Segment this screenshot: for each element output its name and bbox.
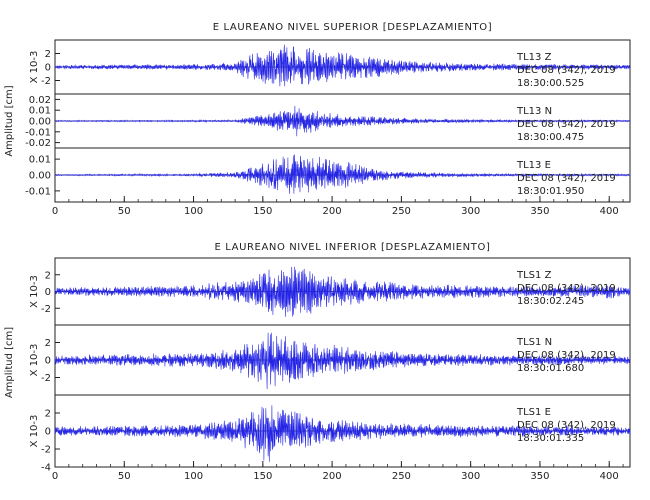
trace-panel: 2 0 -2X 10-3 TLS1 N DEC 08 (342), 2019 18:30:… xyxy=(29,324,631,396)
trace-panel: 0.01 0.00 -0.01 TL13 E DEC 08 (342), 2019 18:… xyxy=(25,147,631,203)
station-component-label: TL13 N xyxy=(516,106,552,117)
waveform-trace xyxy=(54,405,631,462)
waveform-trace xyxy=(54,105,631,137)
date-label: DEC 08 (342), 2019 xyxy=(517,119,616,130)
y-tick-label: -2 xyxy=(41,304,51,315)
trace-panel: 2 0 -2 -4 X 10-3 TLS1 E DEC 08 (342), 2019 18:3… xyxy=(29,394,631,474)
y-tick-label: 0.00 xyxy=(29,117,51,128)
date-label: DEC 08 (342), 2019 xyxy=(517,420,616,431)
waveform-trace xyxy=(54,154,631,194)
station-component-label: TL13 Z xyxy=(516,52,552,63)
y-tick-label: 0 xyxy=(45,356,51,367)
date-label: DEC 08 (342), 2019 xyxy=(517,65,616,76)
x-tick-label: 50 xyxy=(118,471,131,482)
time-label: 18:30:01.335 xyxy=(517,433,584,444)
y-tick-label: 0 xyxy=(45,427,51,438)
y-multiplier-label: X 10-3 xyxy=(29,415,40,448)
lower-level-plot: E LAUREANO NIVEL INFERIOR [DESPLAZAMIENT… xyxy=(4,242,631,482)
y-tick-label: -4 xyxy=(41,463,51,474)
x-tick-label: 100 xyxy=(184,206,203,217)
y-tick-label: 0.01 xyxy=(29,106,51,117)
upper-level-plot: E LAUREANO NIVEL SUPERIOR [DESPLAZAMIENT… xyxy=(4,22,631,217)
x-tick-label: 0 xyxy=(52,206,58,217)
x-tick-label: 400 xyxy=(600,471,619,482)
waveform-trace xyxy=(54,266,631,317)
x-tick-label: 150 xyxy=(253,206,272,217)
y-tick-label: 0 xyxy=(45,63,51,74)
y-tick-label: 0.01 xyxy=(29,155,51,166)
trace-panel: 2 0 -2X 10-3 TLS1 Z DEC 08 (342), 2019 18:30:… xyxy=(29,257,631,326)
station-component-label: TLS1 Z xyxy=(516,270,552,281)
trace-panel: 0.020.010.00-0.01-0.02 TL13 N DEC 08 (342)… xyxy=(25,93,631,149)
date-label: DEC 08 (342), 2019 xyxy=(517,173,616,184)
y-tick-label: -0.01 xyxy=(25,127,51,138)
y-tick-label: -2 xyxy=(41,445,51,456)
x-tick-label: 150 xyxy=(253,471,272,482)
time-label: 18:30:00.475 xyxy=(517,132,584,143)
x-tick-label: 50 xyxy=(118,206,131,217)
x-tick-label: 250 xyxy=(392,206,411,217)
trace-panel: 2 0 -2X 10-3 TL13 Z DEC 08 (342), 2019 18:30:… xyxy=(29,39,631,95)
y-tick-label: -0.01 xyxy=(25,186,51,197)
x-tick-label: 350 xyxy=(530,471,549,482)
y-tick-label: 2 xyxy=(45,409,51,420)
time-label: 18:30:00.525 xyxy=(517,78,584,89)
time-label: 18:30:01.950 xyxy=(517,186,584,197)
date-label: DEC 08 (342), 2019 xyxy=(517,283,616,294)
y-tick-label: -2 xyxy=(41,373,51,384)
time-label: 18:30:02.245 xyxy=(517,296,584,307)
y-tick-label: 0.00 xyxy=(29,171,51,182)
x-tick-label: 350 xyxy=(530,206,549,217)
y-tick-label: 2 xyxy=(45,49,51,60)
y-axis-label: Amplitud [cm] xyxy=(4,327,15,398)
y-tick-label: 0 xyxy=(45,287,51,298)
waveform-trace xyxy=(54,332,631,390)
time-label: 18:30:01.680 xyxy=(517,363,584,374)
x-tick-label: 200 xyxy=(323,206,342,217)
x-tick-label: 100 xyxy=(184,471,203,482)
y-multiplier-label: X 10-3 xyxy=(29,275,40,308)
x-tick-label: 200 xyxy=(323,471,342,482)
x-tick-label: 0 xyxy=(52,471,58,482)
y-tick-label: 2 xyxy=(45,270,51,281)
y-multiplier-label: X 10-3 xyxy=(29,344,40,377)
y-axis-label: Amplitud [cm] xyxy=(4,85,15,156)
x-tick-label: 400 xyxy=(600,206,619,217)
chart-title: E LAUREANO NIVEL SUPERIOR [DESPLAZAMIENT… xyxy=(213,22,492,33)
x-tick-label: 300 xyxy=(461,471,480,482)
x-tick-label: 250 xyxy=(392,471,411,482)
waveform-trace xyxy=(54,44,631,87)
station-component-label: TL13 E xyxy=(516,160,551,171)
date-label: DEC 08 (342), 2019 xyxy=(517,350,616,361)
y-tick-label: 2 xyxy=(45,338,51,349)
y-tick-label: 0.02 xyxy=(29,95,51,106)
x-tick-label: 300 xyxy=(461,206,480,217)
station-component-label: TLS1 N xyxy=(516,337,552,348)
y-tick-label: -0.02 xyxy=(25,138,51,149)
y-tick-label: -2 xyxy=(41,76,51,87)
station-component-label: TLS1 E xyxy=(516,407,551,418)
y-multiplier-label: X 10-3 xyxy=(29,51,40,84)
chart-title: E LAUREANO NIVEL INFERIOR [DESPLAZAMIENT… xyxy=(215,242,491,253)
